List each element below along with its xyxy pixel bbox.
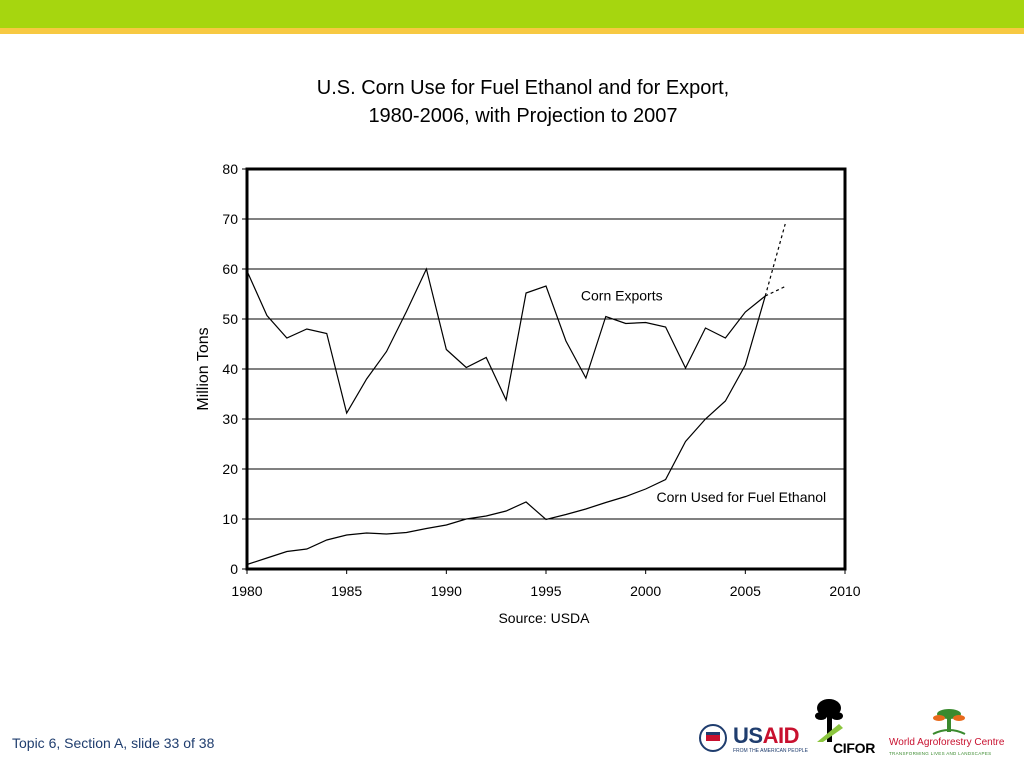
top-green-band [0,0,1024,28]
usaid-logo: USAID FROM THE AMERICAN PEOPLE [699,722,809,758]
y-tick-label: 40 [222,361,238,377]
y-tick-label: 70 [222,211,238,227]
chart-title-line-2: 1980-2006, with Projection to 2007 [368,105,678,127]
series-label-corn-used-for-fuel-ethanol: Corn Used for Fuel Ethanol [657,489,827,505]
top-yellow-band [0,28,1024,34]
usaid-tagline: FROM THE AMERICAN PEOPLE [733,748,808,754]
series-line-corn-used-for-fuel-ethanol [246,295,766,566]
cifor-logo: CIFOR [815,698,879,760]
y-tick-label: 50 [222,311,238,327]
y-tick-label: 60 [222,261,238,277]
series-line-corn-exports [246,267,766,415]
y-tick-label: 10 [222,511,238,527]
x-tick-label: 1995 [530,583,561,599]
slide-footer: Topic 6, Section A, slide 33 of 38 [12,735,215,751]
y-tick-label: 80 [222,161,238,177]
chart-title: U.S. Corn Use for Fuel Ethanol and for E… [200,74,846,130]
usaid-wordmark: USAID [733,723,799,748]
series-label-corn-exports: Corn Exports [581,288,663,304]
partner-logos: USAID FROM THE AMERICAN PEOPLE CIFOR Wor… [695,698,1015,762]
x-axis-label: Source: USDA [498,610,590,626]
x-tick-label: 2005 [730,583,761,599]
x-tick-label: 2010 [829,583,860,599]
y-tick-label: 0 [230,561,238,577]
y-tick-label: 30 [222,411,238,427]
x-tick-label: 1990 [431,583,462,599]
y-axis-label: Million Tons [195,327,212,410]
cifor-wordmark: CIFOR [833,740,876,756]
wac-tagline: TRANSFORMING LIVES AND LANDSCAPES [889,751,992,756]
y-tick-label: 20 [222,461,238,477]
wac-wordmark: World Agroforestry Centre [889,737,1005,748]
plot-border [245,167,847,571]
projection-line-corn-exports [765,285,786,297]
usaid-seal-icon [699,724,727,752]
x-tick-label: 1985 [331,583,362,599]
line-chart: 0 10 20 30 40 50 60 70 80 1980 1985 1990 1995 2000 200… [195,161,861,626]
projection-line-corn-used-for-fuel-ethanol [764,223,786,297]
x-tick-label: 1980 [231,583,262,599]
world-agroforestry-logo: World Agroforestry Centre TRANSFORMING L… [889,706,1013,760]
chart-title-line-1: U.S. Corn Use for Fuel Ethanol and for E… [316,77,730,99]
x-tick-label: 2000 [630,583,661,599]
tree-icon [815,699,843,742]
agroforestry-tree-icon [932,709,966,735]
